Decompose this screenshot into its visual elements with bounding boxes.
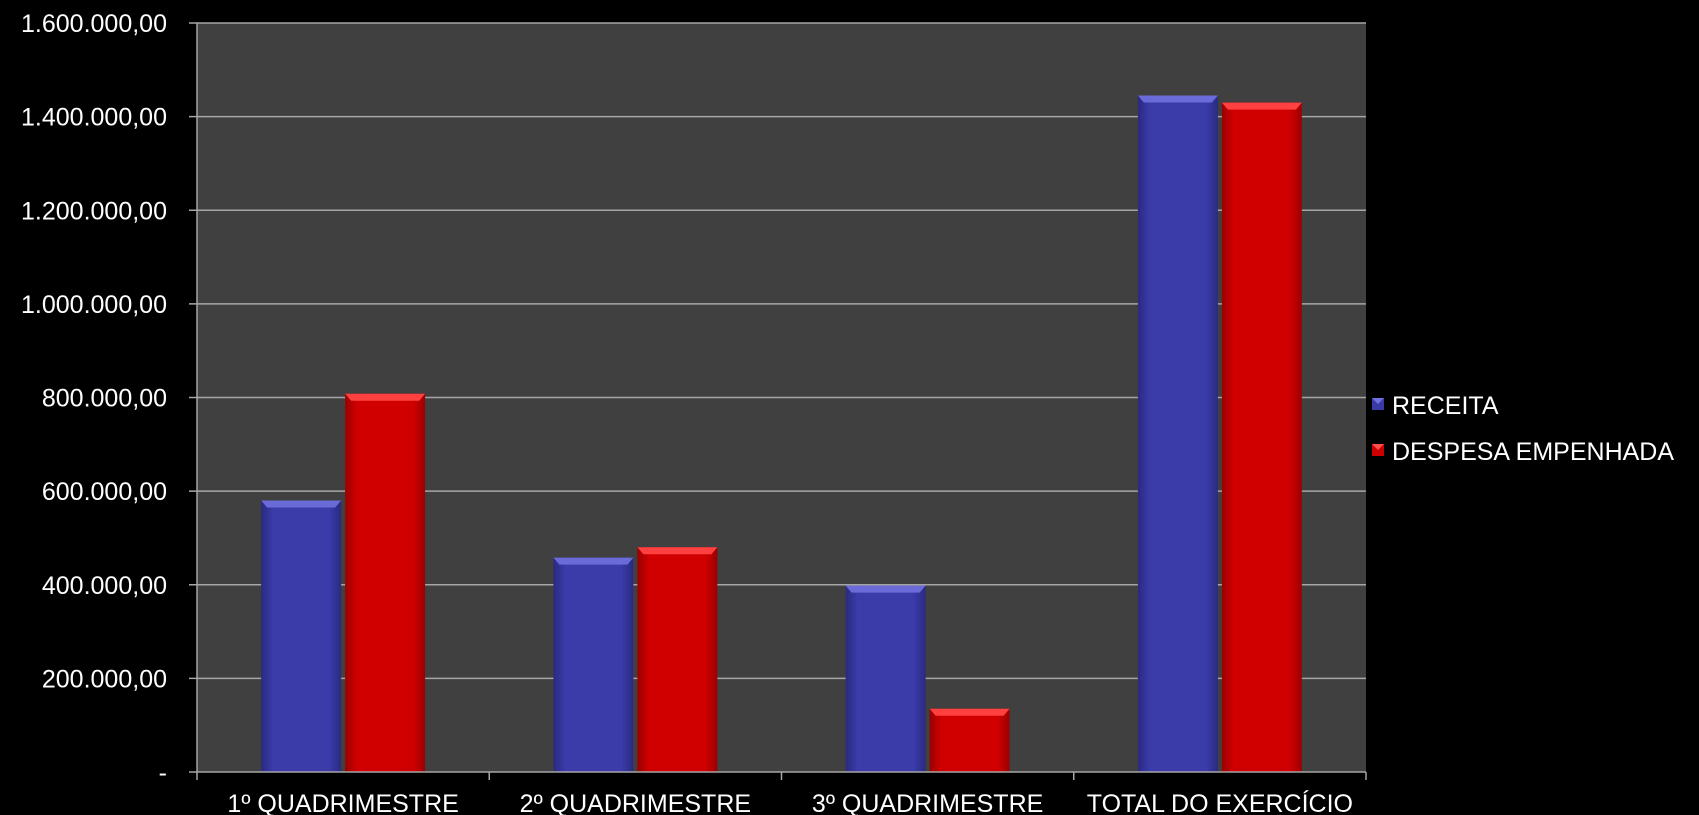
bars	[261, 95, 1302, 773]
bar-bevel	[1221, 102, 1302, 110]
y-tick-label: 1.400.000,00	[21, 104, 167, 132]
y-tick-label: 400.000,00	[42, 572, 167, 600]
bar-despesa-empenhada	[1221, 102, 1302, 773]
bar-body	[845, 585, 926, 772]
y-tick-label: 1.600.000,00	[21, 10, 167, 38]
y-tick-label: 1.000.000,00	[21, 291, 167, 319]
legend-item: RECEITA	[1372, 392, 1499, 420]
y-tick-label: 800.000,00	[42, 385, 167, 413]
legend-item: DESPESA EMPENHADA	[1372, 438, 1674, 466]
x-tick-labels: 1º QUADRIMESTRE 2º QUADRIMESTRE 3º QUADRIM…	[227, 789, 1353, 815]
bar-receita	[845, 585, 926, 772]
y-tick-label: 1.200.000,00	[21, 197, 167, 225]
bar-body	[1221, 102, 1302, 773]
x-tick-label: TOTAL DO EXERCÍCIO	[1087, 789, 1353, 815]
y-tick-label: -	[159, 759, 167, 787]
bar-body	[929, 708, 1010, 772]
bar-receita	[1137, 95, 1218, 772]
x-tick-label: 2º QUADRIMESTRE	[520, 790, 751, 815]
y-tick-labels: - 200.000,00 400.000,00 600.000,00 800.000,0…	[21, 10, 167, 787]
x-tick-label: 3º QUADRIMESTRE	[812, 790, 1043, 815]
bar-body	[345, 393, 426, 772]
bar-body	[553, 557, 634, 772]
x-tick-label: 1º QUADRIMESTRE	[227, 790, 458, 815]
bar-bevel	[845, 585, 926, 593]
legend-label: RECEITA	[1392, 392, 1499, 420]
legend-label: DESPESA EMPENHADA	[1392, 438, 1674, 466]
bar-despesa-empenhada	[929, 708, 1010, 772]
legend: RECEITA DESPESA EMPENHADA	[1372, 392, 1674, 466]
legend-swatch-bevel	[1372, 398, 1384, 404]
bar-despesa-empenhada	[637, 547, 718, 772]
bar-body	[261, 500, 342, 772]
bar-despesa-empenhada	[345, 393, 426, 772]
bar-bevel	[345, 393, 426, 401]
bar-body	[1137, 95, 1218, 772]
bar-receita	[553, 557, 634, 772]
axes	[189, 22, 1367, 780]
bar-body	[637, 547, 718, 772]
bar-receita	[261, 500, 342, 772]
bar-bevel	[261, 500, 342, 508]
y-tick-label: 200.000,00	[42, 665, 167, 693]
legend-swatch-bevel	[1372, 444, 1384, 450]
bar-bevel	[637, 547, 718, 555]
bar-bevel	[929, 708, 1010, 716]
bar-bevel	[1137, 95, 1218, 103]
bar-bevel	[553, 557, 634, 565]
y-tick-label: 600.000,00	[42, 478, 167, 506]
